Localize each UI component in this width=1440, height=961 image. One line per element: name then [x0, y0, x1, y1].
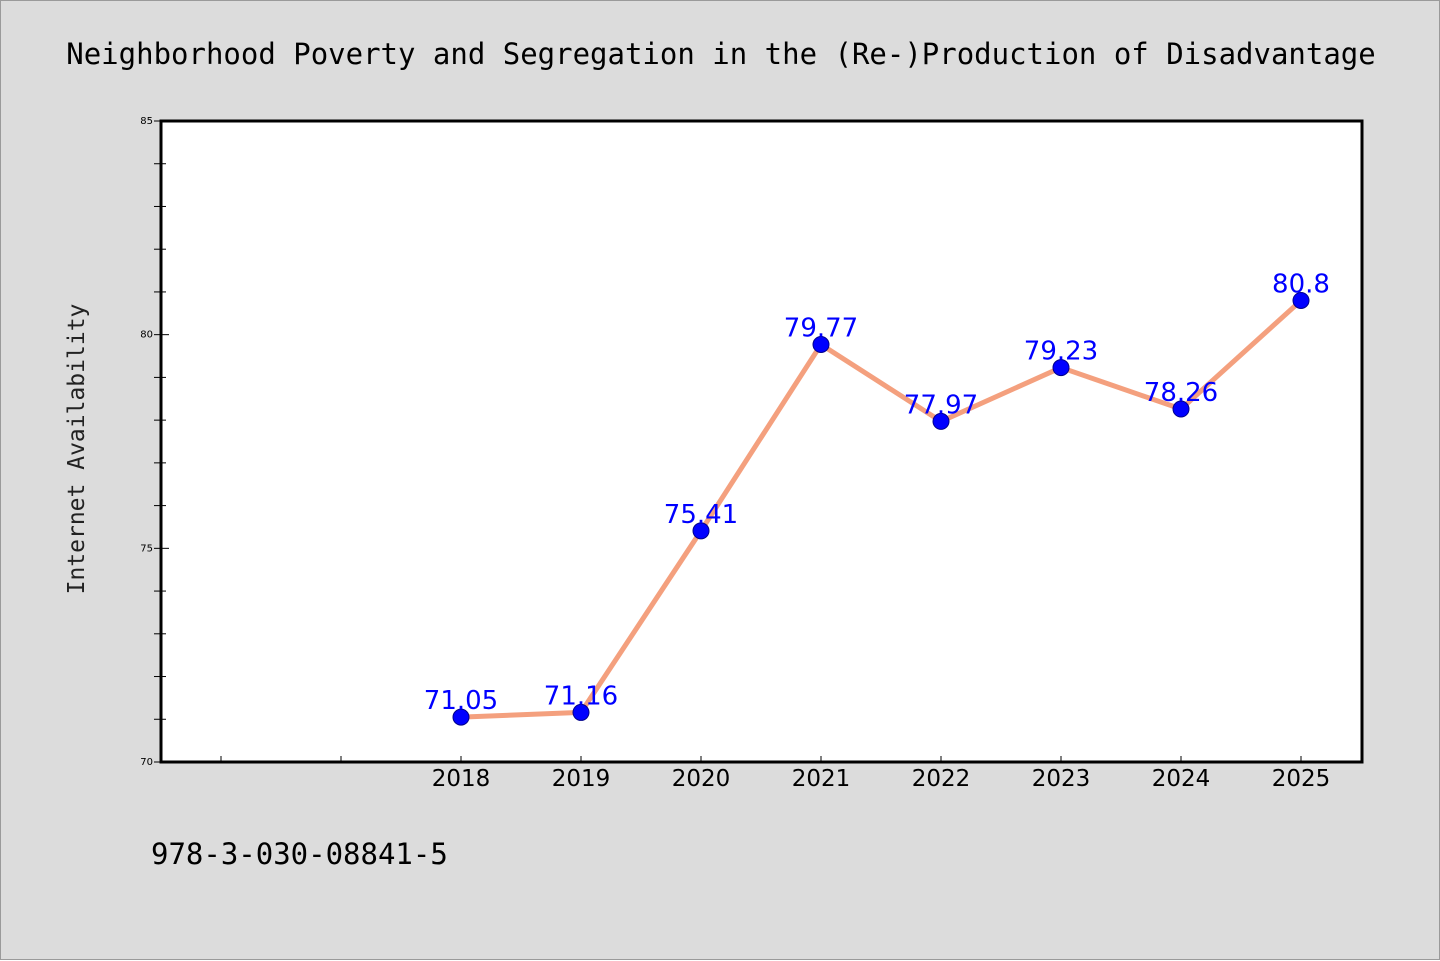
data-point: [1172, 400, 1190, 418]
y-tick-label: 85: [140, 116, 153, 127]
data-point: [932, 412, 950, 430]
series-line: [458, 297, 1304, 720]
data-point: [1292, 291, 1310, 309]
data-point: [692, 522, 710, 540]
x-tick-label: 2018: [432, 766, 491, 792]
chart-title: Neighborhood Poverty and Segregation in …: [66, 37, 1376, 71]
data-label: 71.16: [544, 681, 618, 711]
x-tick-label: 2023: [1032, 766, 1091, 792]
data-label: 80.8: [1272, 269, 1330, 299]
data-label: 79.77: [784, 313, 858, 343]
x-tick-label: 2020: [672, 766, 731, 792]
plot-area: [159, 119, 1364, 764]
data-label: 78.26: [1144, 378, 1218, 408]
data-point: [572, 703, 590, 721]
x-tick-label: 2024: [1152, 766, 1211, 792]
y-tick-label: 80: [140, 330, 153, 341]
x-tick-label: 2021: [792, 766, 851, 792]
data-label: 71.05: [424, 686, 498, 716]
data-label: 77.97: [904, 390, 978, 420]
data-label: 75.41: [664, 500, 738, 530]
data-point: [812, 335, 830, 353]
x-tick-label: 2019: [552, 766, 611, 792]
y-tick-label: 70: [140, 757, 153, 768]
y-tick-label: 75: [140, 543, 153, 554]
data-point: [452, 708, 470, 726]
isbn-text: 978-3-030-08841-5: [151, 837, 448, 871]
data-label: 79.23: [1024, 337, 1098, 367]
data-point: [1052, 359, 1070, 377]
x-tick-label: 2025: [1272, 766, 1331, 792]
x-tick-label: 2022: [912, 766, 971, 792]
